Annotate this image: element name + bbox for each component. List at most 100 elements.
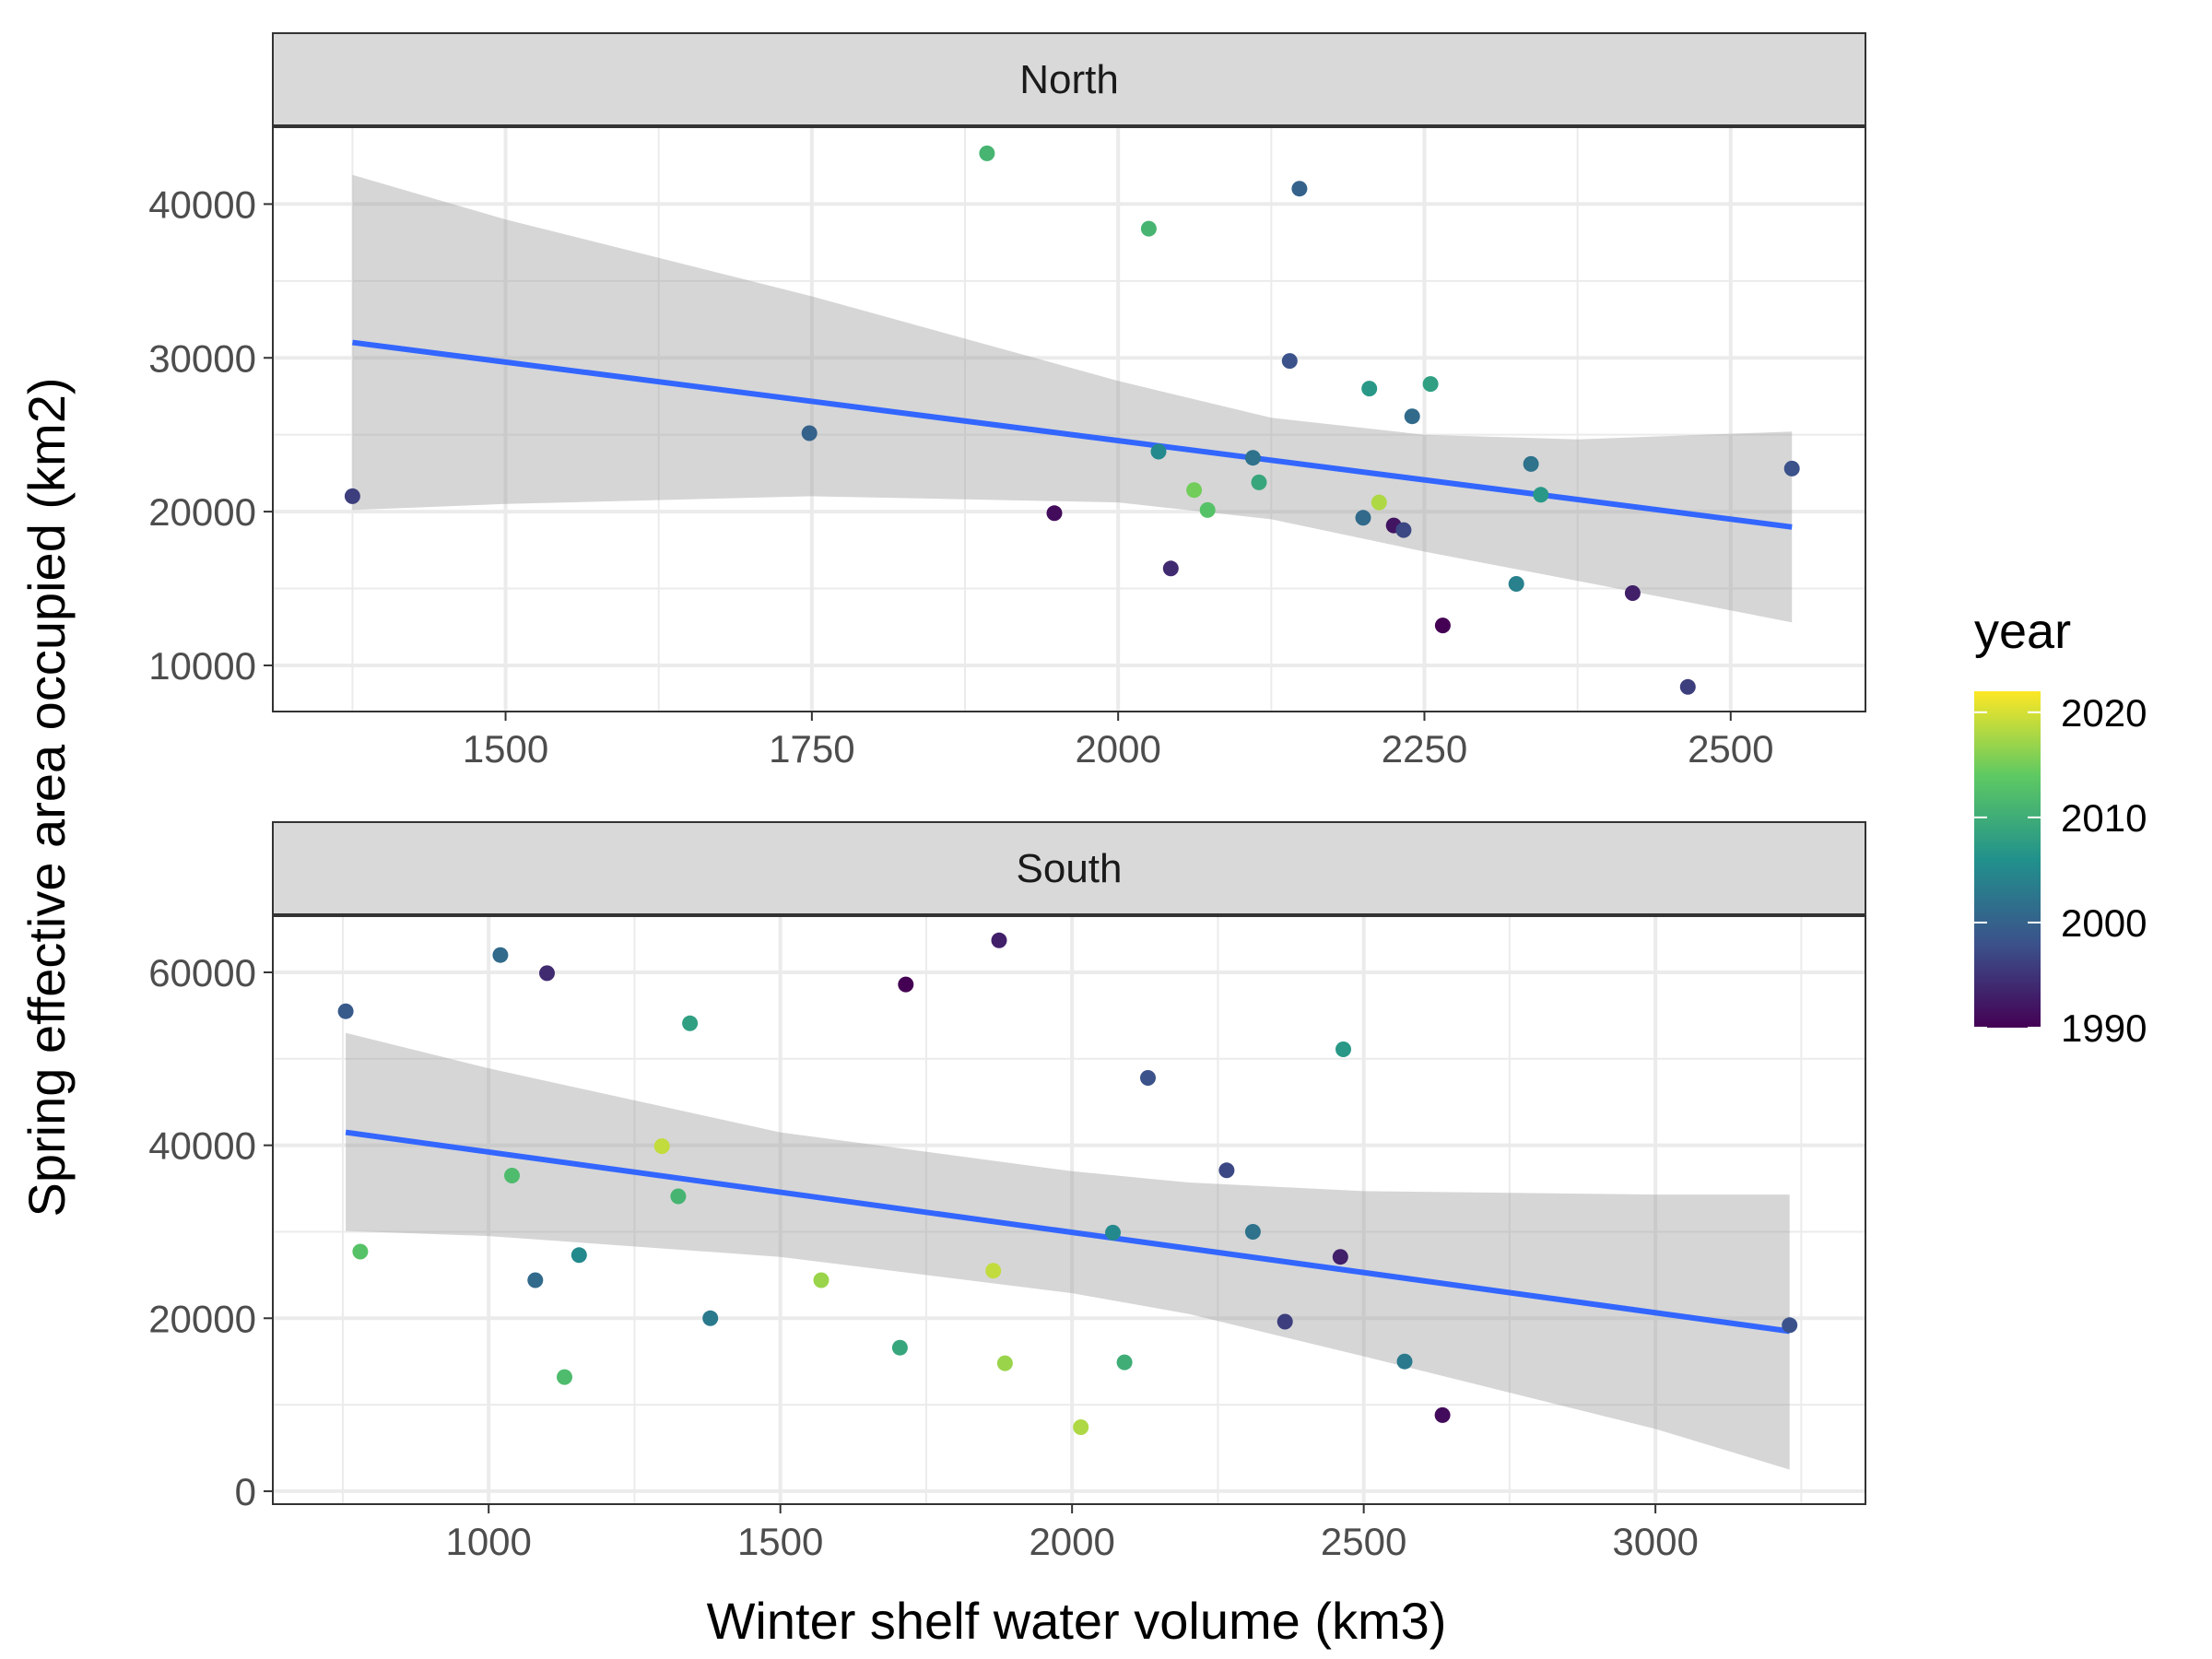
y-tick-label: 20000 (148, 490, 256, 534)
data-point (1291, 181, 1308, 197)
colorbar (1974, 691, 2041, 1028)
colorbar-ticks: 1990 2000 2010 2020 (1974, 691, 2147, 1050)
x-tick-label: 2000 (1075, 727, 1160, 771)
data-point (1186, 482, 1203, 499)
y-tick-label: 40000 (148, 1124, 256, 1168)
data-point (891, 1339, 908, 1356)
x-axis-title: Winter shelf water volume (km3) (707, 1592, 1447, 1650)
year-colorbar-legend: year 1990 2000 2010 2020 (1974, 604, 2147, 1050)
panel-border (272, 915, 1866, 1505)
facet-south: South 1000 1500 2000 2500 3000 0 20000 40000 6000… (148, 821, 1866, 1563)
data-point (1332, 1249, 1348, 1265)
data-point (653, 1138, 670, 1155)
colorbar-label: 2010 (2061, 796, 2147, 840)
x-tick-label: 2000 (1029, 1520, 1114, 1563)
x-tick-label: 1000 (445, 1520, 531, 1563)
data-point (898, 976, 914, 993)
x-tick-label: 1750 (769, 727, 854, 771)
data-point (1162, 560, 1179, 577)
data-point (1355, 510, 1371, 526)
data-point (1073, 1419, 1089, 1435)
data-point (1624, 585, 1641, 601)
data-point (1396, 1353, 1413, 1370)
x-tick-label: 2250 (1382, 727, 1467, 771)
data-point (527, 1272, 544, 1288)
data-point (1533, 487, 1549, 503)
data-point (1782, 1317, 1798, 1334)
x-tick-label: 2500 (1321, 1520, 1406, 1563)
data-point (1199, 501, 1216, 518)
y-tick-label: 10000 (148, 644, 256, 688)
data-point (1218, 1162, 1235, 1179)
data-point (1508, 576, 1524, 592)
data-point (1244, 450, 1261, 466)
data-point (1140, 220, 1157, 237)
panel-background (273, 127, 1865, 712)
data-point (1434, 1406, 1451, 1423)
data-point (352, 1243, 369, 1260)
data-point (1150, 443, 1167, 460)
facet-north: North 1500 1750 2000 2250 2500 10000 20000 30000… (148, 32, 1866, 771)
regression-line (352, 339, 1793, 530)
y-tick-label: 30000 (148, 336, 256, 380)
data-point (996, 1355, 1013, 1371)
legend-title: year (1974, 604, 2071, 659)
y-tick-label: 20000 (148, 1297, 256, 1340)
data-point (1523, 455, 1539, 472)
x-tick-label: 2500 (1688, 727, 1773, 771)
x-tick-label: 3000 (1612, 1520, 1698, 1563)
data-point (1434, 618, 1451, 634)
data-point (991, 932, 1007, 948)
data-point (1251, 474, 1267, 490)
data-point (682, 1015, 699, 1031)
data-point (1361, 381, 1378, 397)
colorbar-label: 2000 (2061, 901, 2147, 945)
x-tick-label: 1500 (737, 1520, 823, 1563)
data-point (979, 145, 995, 161)
data-point (670, 1188, 687, 1205)
facet-strip-label: South (1017, 846, 1123, 891)
data-point (1422, 376, 1439, 393)
panel-background (273, 916, 1865, 1504)
panel-border (272, 126, 1866, 712)
data-point (539, 965, 555, 982)
data-point (557, 1369, 572, 1385)
y-axis-title: Spring effective area occupied (km2) (18, 378, 76, 1218)
data-point (1404, 408, 1420, 425)
data-point (571, 1247, 587, 1264)
data-point (1116, 1354, 1133, 1371)
x-tick-label: 1500 (463, 727, 548, 771)
data-point (1244, 1224, 1261, 1240)
y-tick-label: 0 (235, 1470, 256, 1513)
data-point (492, 947, 509, 963)
y-tick-label: 40000 (148, 182, 256, 226)
regression-line (345, 1129, 1791, 1335)
data-point (985, 1263, 1002, 1279)
data-point (813, 1272, 830, 1288)
confidence-ribbon (352, 174, 1793, 623)
facet-strip-label: North (1019, 57, 1119, 102)
data-point (1105, 1224, 1121, 1241)
data-point (1140, 1070, 1156, 1086)
data-point (504, 1168, 520, 1183)
data-point (337, 1003, 354, 1019)
colorbar-label: 2020 (2061, 691, 2147, 735)
data-point (1281, 353, 1298, 370)
data-point (702, 1310, 719, 1326)
y-tick-label: 60000 (148, 951, 256, 994)
data-point (1046, 505, 1063, 522)
data-point (1679, 678, 1696, 695)
confidence-ribbon (346, 1032, 1790, 1470)
facet-strip (272, 32, 1866, 126)
data-point (1277, 1313, 1293, 1330)
data-point (801, 425, 818, 441)
facet-strip (272, 821, 1866, 915)
data-point (1395, 522, 1412, 538)
data-point (1371, 494, 1387, 511)
colorbar-label: 1990 (2061, 1006, 2147, 1050)
data-point (1783, 460, 1800, 477)
data-point (344, 488, 360, 504)
data-point (1335, 1041, 1351, 1057)
